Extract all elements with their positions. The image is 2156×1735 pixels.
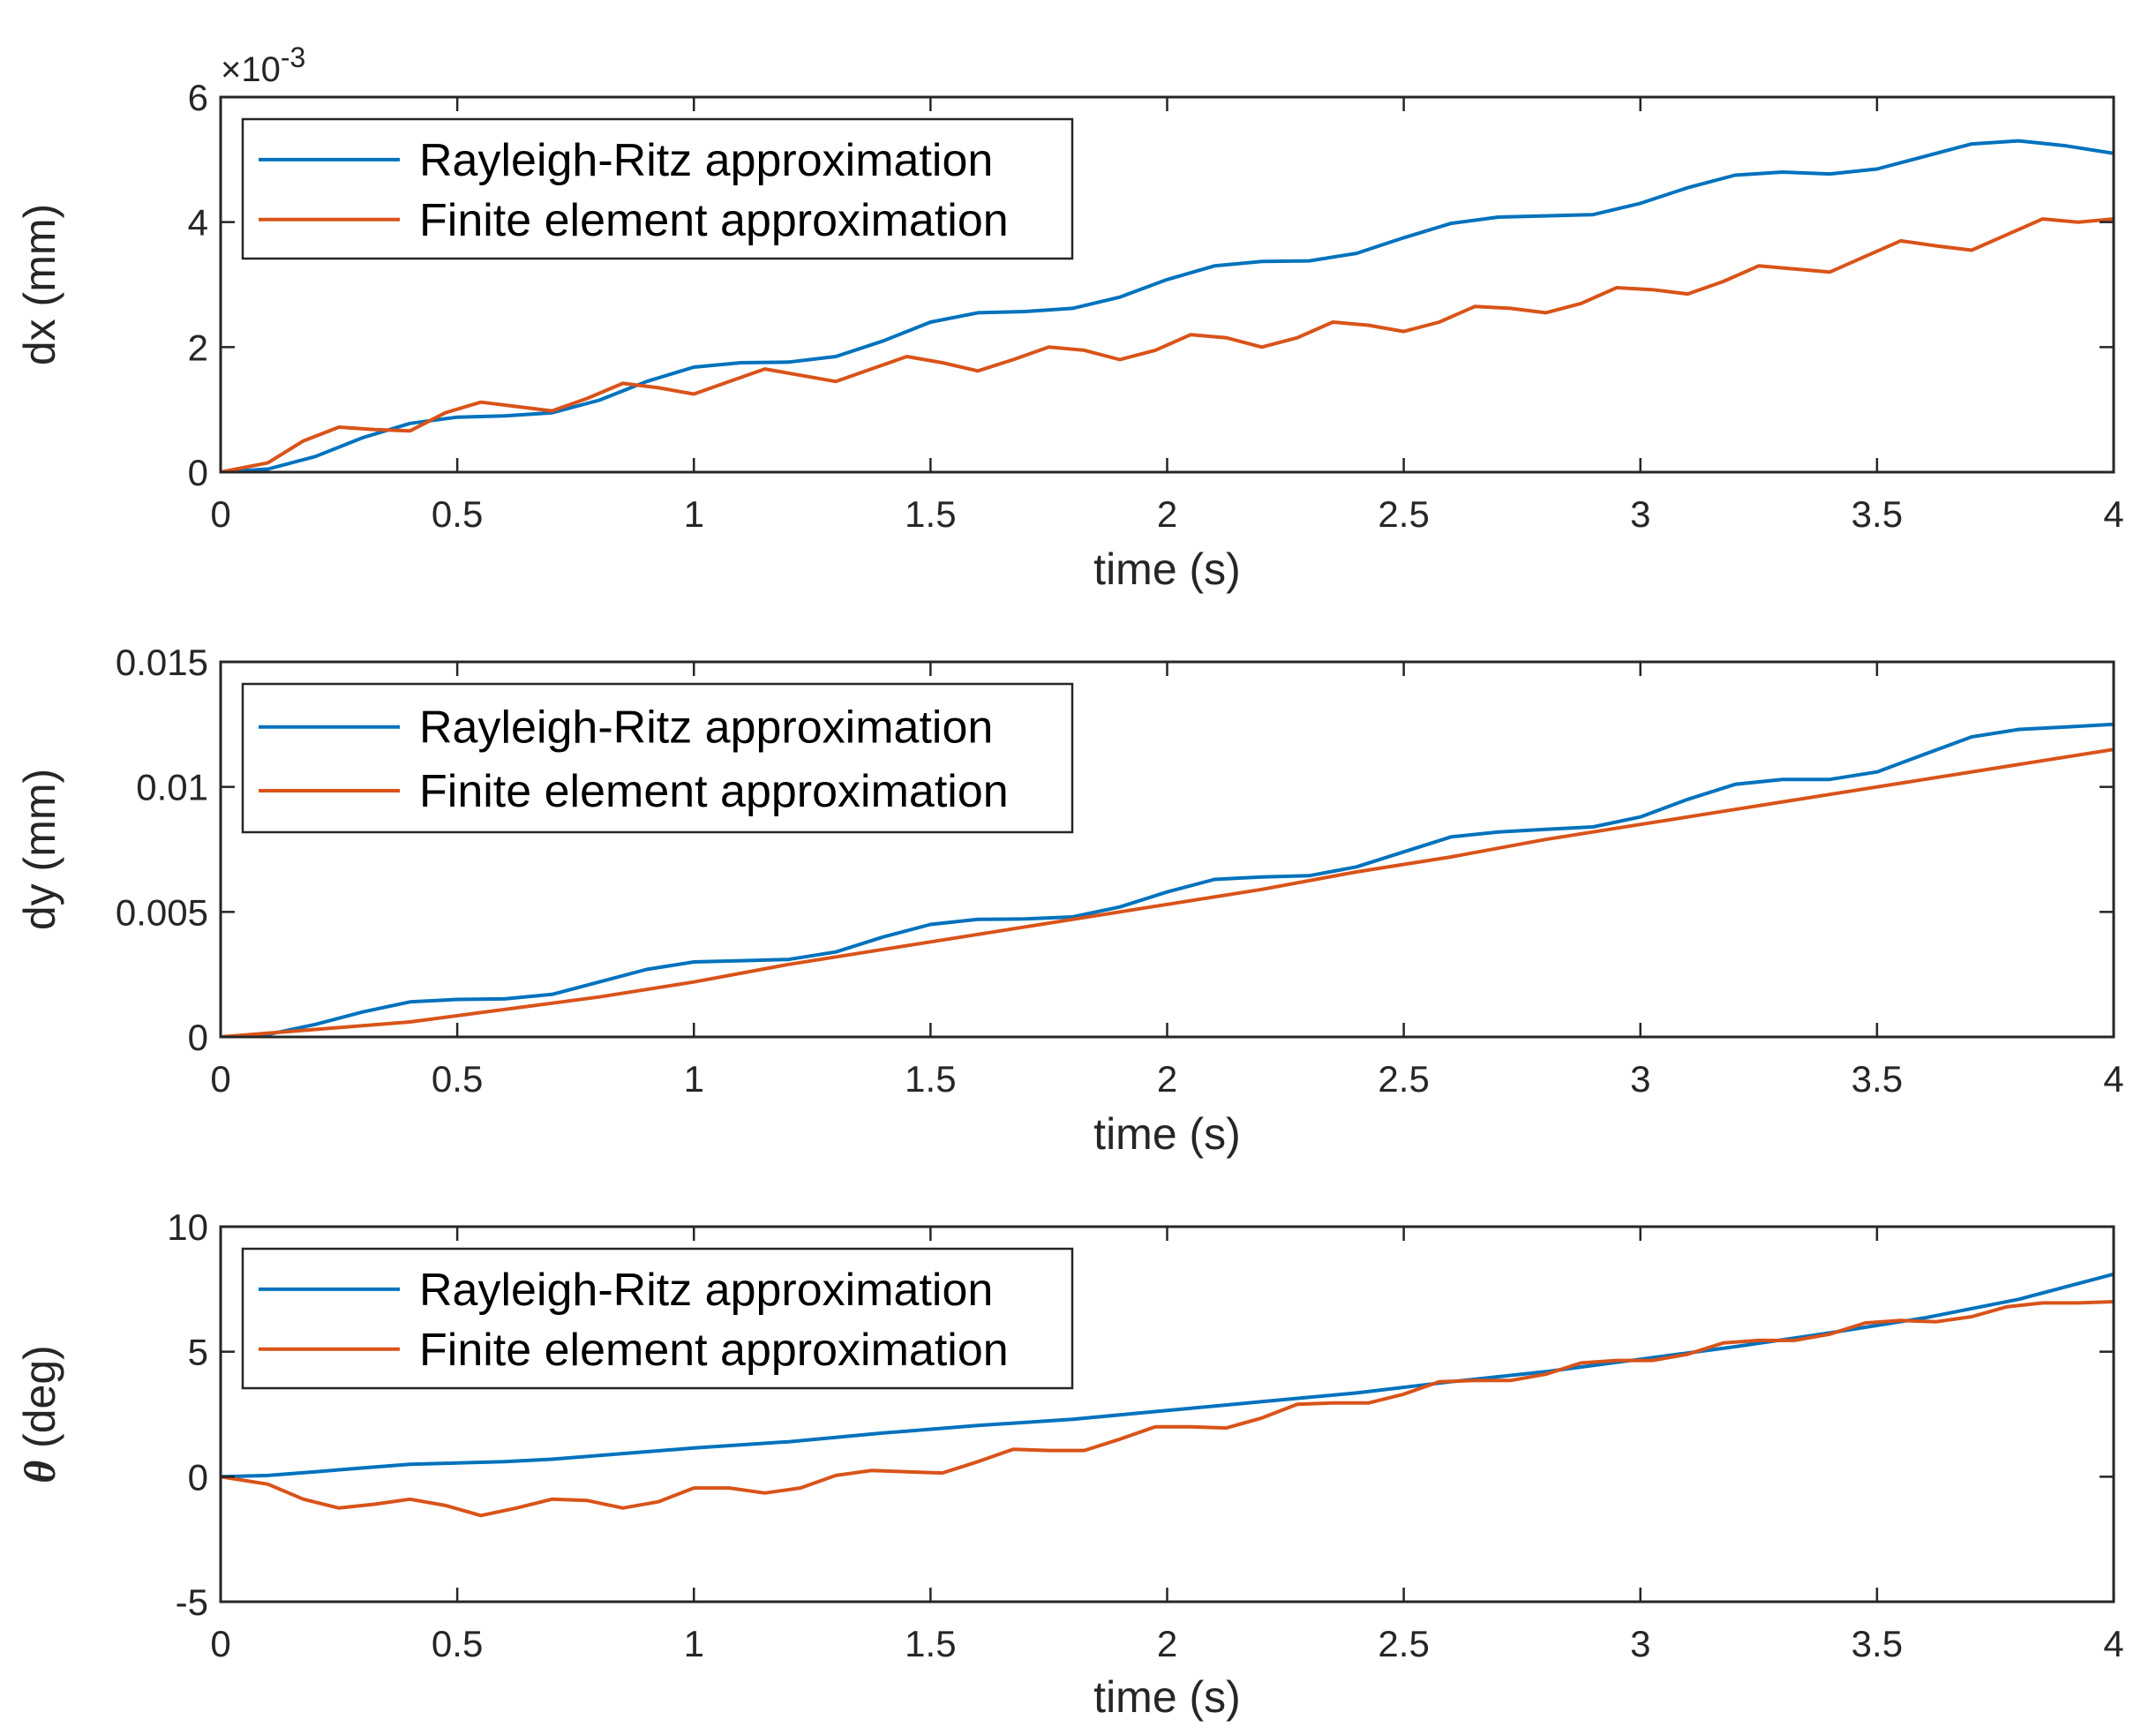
series-line-rayleigh-ritz: [221, 722, 2114, 1037]
legend-label-rayleigh-ritz: Rayleigh-Ritz approximation: [419, 702, 993, 754]
y-axis-title: dy (mm): [15, 769, 64, 930]
legend: Rayleigh-Ritz approximation Finite elemen…: [241, 117, 1074, 260]
x-tick-label: 3: [1630, 1058, 1650, 1100]
y-tick-label: 0.01: [136, 767, 208, 808]
y-tick-label: 2: [188, 327, 208, 368]
x-tick-label: 3.5: [1852, 1058, 1903, 1100]
x-axis-title: time (s): [1093, 1672, 1241, 1722]
x-tick-label: 0: [210, 1623, 230, 1664]
legend-box: [241, 682, 1074, 834]
y-tick-label: 4: [188, 202, 208, 244]
y-tick-label: 0.015: [116, 642, 208, 683]
y-axis-title-unit: (deg): [15, 1345, 64, 1461]
x-tick-label: 1: [684, 493, 704, 535]
series-line-rayleigh-ritz: [221, 1272, 2114, 1479]
legend-label-finite-element: Finite element approximation: [419, 195, 1009, 246]
legend-label-finite-element: Finite element approximation: [419, 1325, 1009, 1376]
x-tick-label: 3: [1630, 1623, 1650, 1664]
legend: Rayleigh-Ritz approximation Finite elemen…: [241, 682, 1074, 834]
y-tick-label: 0: [188, 1456, 208, 1498]
x-tick-label: 0: [210, 493, 230, 535]
x-tick-label: 2.5: [1378, 1623, 1429, 1664]
series-line-finite-element: [221, 747, 2114, 1037]
x-tick-label: 0.5: [432, 493, 483, 535]
series-group: [221, 1272, 2114, 1518]
chart-panel-dy: 0 0.5 1 1.5 2 2.5 3 3.5 4 0 0.005 0.01 0.015 time (s)…: [15, 642, 2124, 1159]
chart-panel-dx: 0 0.5 1 1.5 2 2.5 3 3.5 4 0 2 4 6 time (s) dx (mm) ×10-…: [15, 41, 2124, 594]
x-tick-label: 4: [2103, 493, 2123, 535]
y-tick-label: 5: [188, 1332, 208, 1373]
series-line-finite-element: [221, 217, 2114, 472]
x-tick-label: 1: [684, 1058, 704, 1100]
series-group: [221, 722, 2114, 1037]
legend: Rayleigh-Ritz approximation Finite elemen…: [241, 1247, 1074, 1390]
theta-symbol: θ: [15, 1461, 64, 1483]
x-tick-label: 2: [1157, 493, 1177, 535]
x-tick-label: 1: [684, 1623, 704, 1664]
legend-box: [241, 117, 1074, 260]
exponent-power: -3: [281, 41, 305, 73]
x-tick-label: 3.5: [1852, 1623, 1903, 1664]
x-tick-label: 2: [1157, 1058, 1177, 1100]
x-tick-label: 1.5: [905, 493, 956, 535]
y-tick-label: 10: [167, 1206, 208, 1248]
y-tick-label: 0: [188, 452, 208, 493]
x-tick-label: 0.5: [432, 1058, 483, 1100]
legend-box: [241, 1247, 1074, 1390]
x-tick-label: 2.5: [1378, 493, 1429, 535]
legend-label-finite-element: Finite element approximation: [419, 766, 1009, 817]
y-tick-label: 0.005: [116, 891, 208, 933]
x-tick-label: 1.5: [905, 1623, 956, 1664]
x-tick-label: 2: [1157, 1623, 1177, 1664]
x-tick-label: 4: [2103, 1623, 2123, 1664]
y-axis-title: θ (deg): [15, 1345, 64, 1483]
y-axis-title: dx (mm): [15, 204, 64, 365]
x-tick-label: 3.5: [1852, 493, 1903, 535]
x-tick-label: 1.5: [905, 1058, 956, 1100]
x-axis-title: time (s): [1093, 545, 1241, 594]
axis-exponent-label: ×10-3: [221, 41, 305, 89]
y-tick-label: -5: [176, 1581, 208, 1623]
y-tick-label: 0: [188, 1017, 208, 1058]
x-tick-label: 0: [210, 1058, 230, 1100]
series-line-finite-element: [221, 1300, 2114, 1518]
x-tick-label: 2.5: [1378, 1058, 1429, 1100]
exponent-base: ×10: [221, 50, 281, 89]
legend-label-rayleigh-ritz: Rayleigh-Ritz approximation: [419, 1265, 993, 1316]
x-axis-title: time (s): [1093, 1109, 1241, 1159]
y-tick-label: 6: [188, 77, 208, 118]
x-tick-label: 4: [2103, 1058, 2123, 1100]
x-tick-label: 0.5: [432, 1623, 483, 1664]
series-group: [221, 139, 2114, 472]
series-line-rayleigh-ritz: [221, 139, 2114, 472]
legend-label-rayleigh-ritz: Rayleigh-Ritz approximation: [419, 135, 993, 186]
x-tick-label: 3: [1630, 493, 1650, 535]
